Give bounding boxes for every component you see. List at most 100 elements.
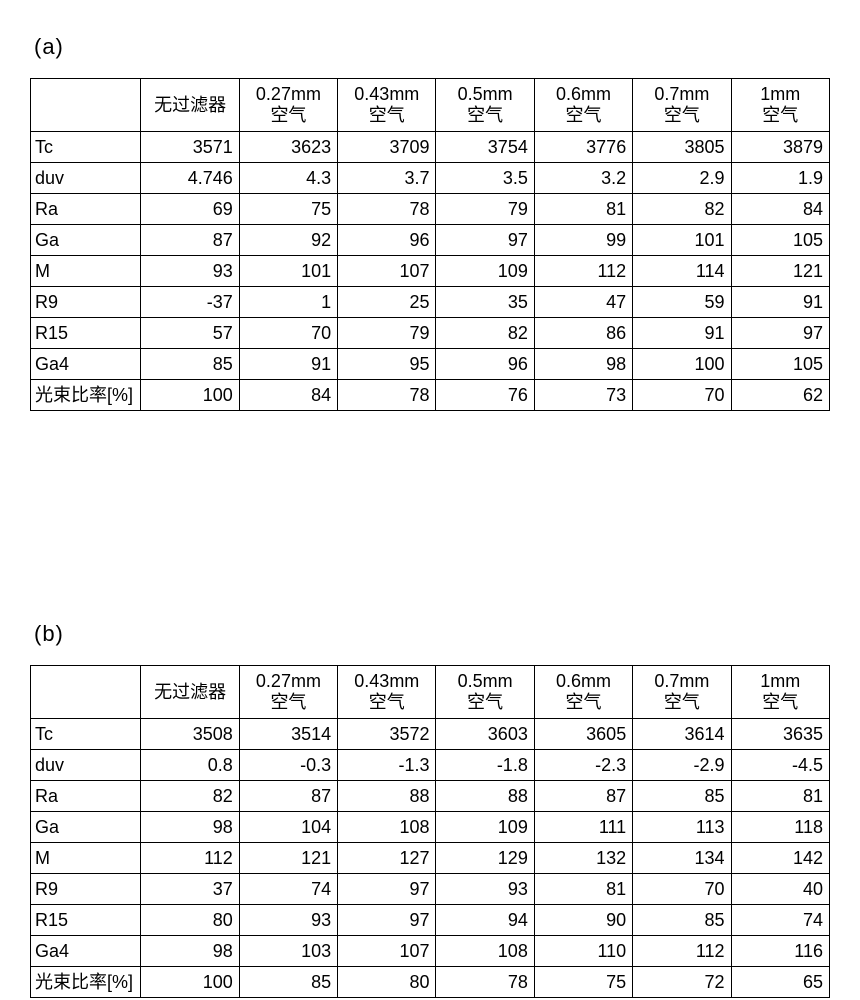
table-row: Ga98104108109111113118 (31, 812, 830, 843)
table-row: M112121127129132134142 (31, 843, 830, 874)
cell: 3605 (534, 719, 632, 750)
header-text: 0.27mm (256, 671, 321, 691)
table-row: 光束比率[%]100847876737062 (31, 380, 830, 411)
table-row: duv0.8-0.3-1.3-1.8-2.3-2.9-4.5 (31, 750, 830, 781)
cell: 121 (239, 843, 337, 874)
header-col: 无过滤器 (141, 79, 239, 132)
row-header: M (31, 256, 141, 287)
row-header: 光束比率[%] (31, 967, 141, 998)
cell: 40 (731, 874, 829, 905)
header-text: 无过滤器 (154, 682, 226, 702)
header-text: 0.43mm (354, 671, 419, 691)
cell: 37 (141, 874, 239, 905)
cell: 118 (731, 812, 829, 843)
header-col: 0.7mm空气 (633, 79, 731, 132)
cell: 132 (534, 843, 632, 874)
header-text: 1mm (760, 671, 800, 691)
row-header: Ra (31, 194, 141, 225)
cell: 35 (436, 287, 534, 318)
row-header: Ra (31, 781, 141, 812)
header-col: 1mm空气 (731, 666, 829, 719)
cell: 3754 (436, 132, 534, 163)
cell: 70 (239, 318, 337, 349)
table-row: 光束比率[%]100858078757265 (31, 967, 830, 998)
row-header: R15 (31, 318, 141, 349)
cell: 100 (633, 349, 731, 380)
cell: 91 (239, 349, 337, 380)
cell: 96 (436, 349, 534, 380)
row-header: 光束比率[%] (31, 380, 141, 411)
header-text: 0.43mm (354, 84, 419, 104)
cell: 93 (141, 256, 239, 287)
cell: 113 (633, 812, 731, 843)
header-text: 空气 (566, 105, 602, 125)
header-col: 0.5mm空气 (436, 666, 534, 719)
cell: 108 (436, 936, 534, 967)
cell: 70 (633, 874, 731, 905)
cell: 59 (633, 287, 731, 318)
cell: 4.3 (239, 163, 337, 194)
row-header: duv (31, 750, 141, 781)
cell: 109 (436, 256, 534, 287)
cell: 3572 (338, 719, 436, 750)
header-text: 空气 (762, 105, 798, 125)
cell: 104 (239, 812, 337, 843)
header-text: 0.6mm (556, 671, 611, 691)
cell: 98 (141, 936, 239, 967)
cell: 62 (731, 380, 829, 411)
cell: 2.9 (633, 163, 731, 194)
cell: 74 (239, 874, 337, 905)
header-text: 空气 (566, 692, 602, 712)
row-header: Tc (31, 719, 141, 750)
table-row: Ga498103107108110112116 (31, 936, 830, 967)
cell: 3.7 (338, 163, 436, 194)
cell: 72 (633, 967, 731, 998)
cell: 4.746 (141, 163, 239, 194)
header-col: 1mm空气 (731, 79, 829, 132)
header-col: 0.43mm空气 (338, 666, 436, 719)
cell: 127 (338, 843, 436, 874)
header-col: 0.27mm空气 (239, 79, 337, 132)
cell: 105 (731, 349, 829, 380)
cell: 96 (338, 225, 436, 256)
cell: 74 (731, 905, 829, 936)
cell: -2.9 (633, 750, 731, 781)
cell: 78 (338, 194, 436, 225)
cell: 57 (141, 318, 239, 349)
header-text: 1mm (760, 84, 800, 104)
header-col: 无过滤器 (141, 666, 239, 719)
table-row: Tc3508351435723603360536143635 (31, 719, 830, 750)
cell: 3879 (731, 132, 829, 163)
header-text: 0.5mm (458, 84, 513, 104)
cell: 73 (534, 380, 632, 411)
header-text: 0.5mm (458, 671, 513, 691)
cell: 93 (436, 874, 534, 905)
cell: 1 (239, 287, 337, 318)
cell: 1.9 (731, 163, 829, 194)
cell: 100 (141, 380, 239, 411)
cell: -1.3 (338, 750, 436, 781)
cell: 3514 (239, 719, 337, 750)
cell: 81 (534, 874, 632, 905)
cell: 3508 (141, 719, 239, 750)
table-row: Ga48591959698100105 (31, 349, 830, 380)
cell: 86 (534, 318, 632, 349)
table-a: 无过滤器0.27mm空气0.43mm空气0.5mm空气0.6mm空气0.7mm空… (30, 78, 830, 411)
cell: 3805 (633, 132, 731, 163)
header-text: 空气 (369, 692, 405, 712)
header-text: 0.7mm (654, 84, 709, 104)
cell: 3.2 (534, 163, 632, 194)
cell: 107 (338, 256, 436, 287)
cell: 116 (731, 936, 829, 967)
cell: 111 (534, 812, 632, 843)
cell: 114 (633, 256, 731, 287)
cell: 99 (534, 225, 632, 256)
header-col: 0.7mm空气 (633, 666, 731, 719)
cell: 76 (436, 380, 534, 411)
table-row: R937749793817040 (31, 874, 830, 905)
cell: 65 (731, 967, 829, 998)
cell: 3635 (731, 719, 829, 750)
cell: 3.5 (436, 163, 534, 194)
cell: 101 (239, 256, 337, 287)
cell: 103 (239, 936, 337, 967)
